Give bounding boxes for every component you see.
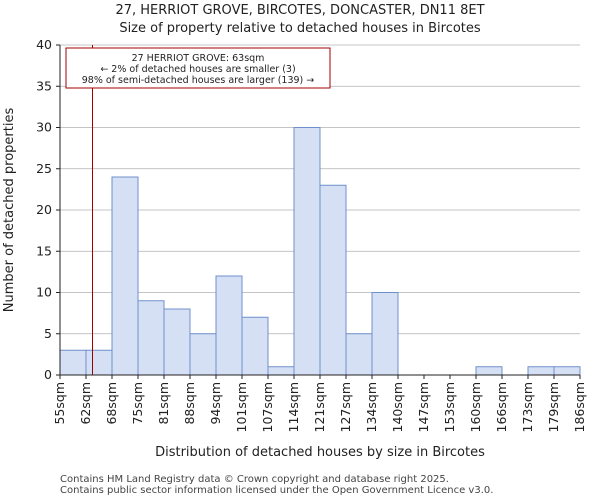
y-tick-label: 35	[36, 78, 52, 93]
bar	[189, 333, 217, 376]
bar	[111, 176, 139, 376]
y-tick-label: 30	[36, 120, 52, 135]
x-tick-label: 88sqm	[182, 382, 197, 425]
bars	[59, 127, 581, 376]
x-tick-label: 68sqm	[104, 382, 119, 425]
bar	[475, 366, 503, 376]
y-tick-labels: 0 5 10 15 20 25 30 35 40	[36, 37, 52, 382]
bar	[241, 316, 269, 376]
y-axis-label: Number of detached properties	[2, 108, 17, 313]
y-tick-label: 15	[36, 243, 52, 258]
x-axis-label: Distribution of detached houses by size …	[155, 445, 485, 460]
axes	[56, 44, 581, 379]
x-tick-label: 153sqm	[442, 382, 457, 432]
x-tick-label: 179sqm	[546, 382, 561, 432]
x-tick-label: 107sqm	[260, 382, 275, 432]
annotation-line-3: 98% of semi-detached houses are larger (…	[82, 75, 315, 86]
bar	[319, 184, 347, 376]
x-tick-label: 114sqm	[286, 382, 301, 432]
annotation-box: 27 HERRIOT GROVE: 63sqm ← 2% of detached…	[65, 47, 331, 89]
x-tick-label: 127sqm	[338, 382, 353, 432]
x-tick-label: 81sqm	[156, 382, 171, 425]
annotation-frame	[65, 47, 331, 89]
x-tick-label: 173sqm	[520, 382, 535, 432]
y-tick-label: 25	[36, 161, 52, 176]
x-tick-label: 160sqm	[468, 382, 483, 432]
x-tick-labels: 55sqm 62sqm 68sqm 75sqm 81sqm 88sqm 94sqm 101sq…	[52, 382, 587, 432]
x-tick-label: 75sqm	[130, 382, 145, 425]
annotation-line-1: 27 HERRIOT GROVE: 63sqm	[132, 53, 265, 64]
chart-title: 27, HERRIOT GROVE, BIRCOTES, DONCASTER, …	[115, 3, 484, 18]
footer-line-1: Contains HM Land Registry data © Crown c…	[60, 474, 449, 485]
x-tick-label: 101sqm	[234, 382, 249, 432]
x-tick-label: 147sqm	[416, 382, 431, 432]
y-tick-label: 20	[36, 202, 52, 217]
x-tick-label: 94sqm	[208, 382, 223, 425]
bar	[345, 333, 373, 376]
bar	[137, 300, 165, 376]
bar	[163, 308, 191, 376]
y-tick-label: 0	[44, 367, 52, 382]
bar	[215, 275, 243, 376]
x-tick-label: 166sqm	[494, 382, 509, 432]
y-tick-label: 40	[36, 37, 52, 52]
x-tick-label: 121sqm	[312, 382, 327, 432]
x-tick-label: 55sqm	[52, 382, 67, 425]
bar	[267, 366, 295, 376]
x-tick-label: 62sqm	[78, 382, 93, 425]
bar	[85, 349, 113, 376]
y-tick-label: 5	[44, 326, 52, 341]
chart-subtitle: Size of property relative to detached ho…	[119, 21, 481, 36]
bar	[293, 127, 321, 376]
bar	[59, 349, 87, 376]
bar	[371, 292, 399, 376]
bar	[527, 366, 555, 376]
x-tick-label: 186sqm	[572, 382, 587, 432]
footer-line-2: Contains public sector information licen…	[60, 485, 494, 496]
x-tick-label: 134sqm	[364, 382, 379, 432]
y-tick-label: 10	[36, 285, 52, 300]
x-tick-label: 140sqm	[390, 382, 405, 432]
bar	[553, 366, 581, 376]
annotation-line-2: ← 2% of detached houses are smaller (3)	[100, 64, 295, 75]
